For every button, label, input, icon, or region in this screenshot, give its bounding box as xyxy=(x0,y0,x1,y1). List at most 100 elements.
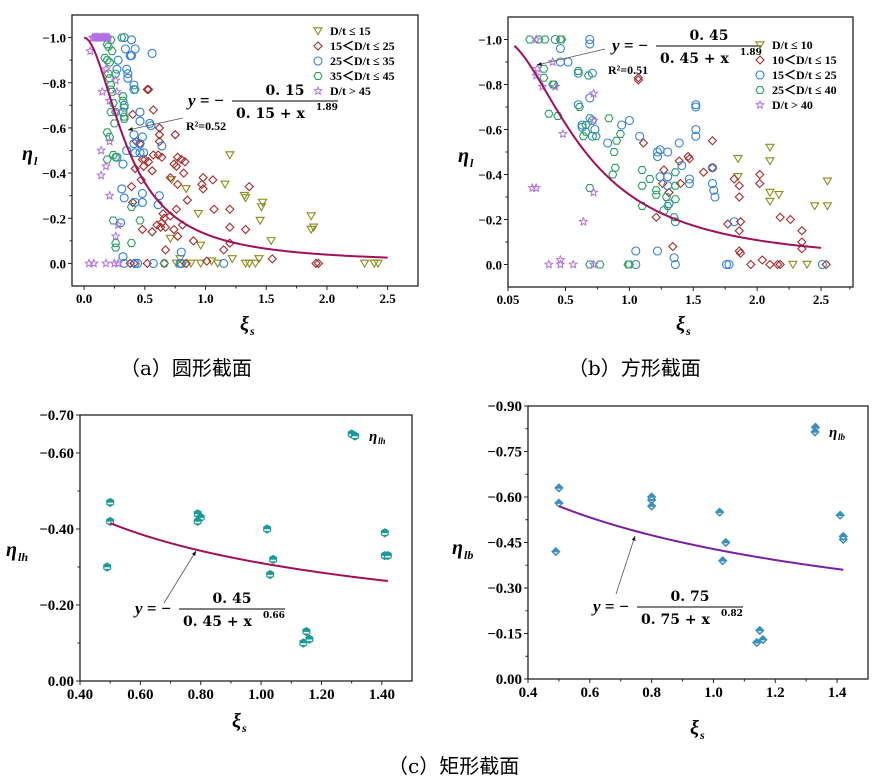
data-point xyxy=(764,143,775,153)
data-point xyxy=(256,203,267,212)
data-point-highlight xyxy=(382,533,388,535)
equation-lhs: y = − xyxy=(610,36,648,55)
data-point xyxy=(588,259,599,269)
data-point xyxy=(635,131,645,141)
data-point-highlight xyxy=(717,512,722,515)
data-point xyxy=(729,217,739,227)
data-point xyxy=(130,163,140,174)
data-point xyxy=(646,492,657,502)
data-point xyxy=(306,212,317,221)
equation-numerator: 0. 75 xyxy=(671,589,710,605)
data-point xyxy=(554,483,564,493)
data-point-highlight xyxy=(267,574,273,577)
data-point-highlight xyxy=(104,567,110,569)
data-point xyxy=(122,64,132,74)
data-point xyxy=(104,136,115,146)
data-point xyxy=(595,260,605,269)
data-point-highlight xyxy=(841,537,846,539)
y-axis-title-subscript: lb xyxy=(464,548,473,562)
data-point xyxy=(135,116,145,126)
data-point xyxy=(555,43,565,54)
legend-label: 25＜D/t ≤ 35 xyxy=(330,54,395,68)
data-point xyxy=(764,197,775,207)
data-point xyxy=(104,95,115,106)
data-point xyxy=(225,222,235,233)
data-point xyxy=(775,212,785,223)
data-point xyxy=(698,167,709,178)
y-tick-label: −0.2 xyxy=(478,213,502,228)
data-point xyxy=(137,224,148,235)
data-point xyxy=(113,219,124,230)
data-point-highlight xyxy=(194,521,201,524)
data-point xyxy=(764,188,775,198)
data-point xyxy=(683,151,693,162)
data-point xyxy=(119,114,129,123)
data-point xyxy=(111,69,121,78)
data-point xyxy=(119,100,129,110)
data-point xyxy=(158,208,168,219)
data-point-highlight xyxy=(385,555,391,558)
data-point xyxy=(119,103,129,112)
data-point xyxy=(611,136,622,145)
data-point xyxy=(817,259,827,270)
data-point xyxy=(88,258,99,268)
data-point xyxy=(758,634,768,645)
data-point xyxy=(578,132,589,141)
x-axis-title-subscript: s xyxy=(249,324,255,338)
data-point xyxy=(624,260,635,269)
legend-marker xyxy=(755,55,765,65)
data-point xyxy=(127,197,138,208)
data-point xyxy=(119,112,129,121)
data-point xyxy=(637,181,647,190)
data-point xyxy=(145,118,155,128)
data-point xyxy=(661,192,672,202)
data-point xyxy=(195,259,206,269)
legend-label: 10＜D/t ≤ 15 xyxy=(772,53,837,67)
y-tick-label: −0.20 xyxy=(39,598,74,614)
data-point xyxy=(176,247,186,257)
equation-numerator: 0. 45 xyxy=(690,28,729,44)
data-point xyxy=(583,71,594,80)
data-point xyxy=(721,259,732,270)
equation-numerator: 0. 45 xyxy=(213,591,252,607)
annotation-arrow-head xyxy=(631,536,636,541)
y-tick-label: −0.60 xyxy=(39,446,74,462)
data-point xyxy=(797,243,807,254)
data-point xyxy=(118,92,128,101)
data-point xyxy=(137,197,147,207)
data-point xyxy=(691,102,701,112)
annotation-arrow-line xyxy=(615,535,636,595)
equation-exponent: 1.89 xyxy=(316,103,338,113)
plot-frame-d xyxy=(527,405,869,680)
data-point xyxy=(136,175,146,185)
equation-lhs: y = − xyxy=(591,597,629,616)
data-point xyxy=(148,105,159,115)
data-point xyxy=(603,138,613,148)
legend-label: 35＜D/t ≤ 45 xyxy=(330,69,395,83)
data-point xyxy=(129,80,139,90)
data-point xyxy=(178,168,189,178)
data-point xyxy=(123,73,133,83)
data-point xyxy=(218,245,229,255)
data-point-highlight xyxy=(723,543,729,545)
data-point xyxy=(550,81,561,92)
data-point xyxy=(253,255,264,264)
data-point-highlight xyxy=(553,552,559,554)
data-point xyxy=(573,68,583,78)
legend-label: 15＜D/t ≤ 25 xyxy=(330,39,395,53)
y-axis-title: η xyxy=(22,143,33,165)
x-axis-title: ξ xyxy=(240,313,249,335)
data-point xyxy=(637,165,647,175)
legend-marker xyxy=(312,85,324,96)
legend-marker xyxy=(810,427,820,437)
data-point xyxy=(663,172,673,182)
data-point xyxy=(646,501,657,511)
data-point xyxy=(609,147,619,157)
x-tick-label: 0.0 xyxy=(76,291,92,306)
data-point xyxy=(710,192,720,202)
data-point xyxy=(604,114,614,123)
data-point xyxy=(103,562,112,572)
data-point xyxy=(135,107,145,117)
data-point-highlight xyxy=(556,488,562,491)
